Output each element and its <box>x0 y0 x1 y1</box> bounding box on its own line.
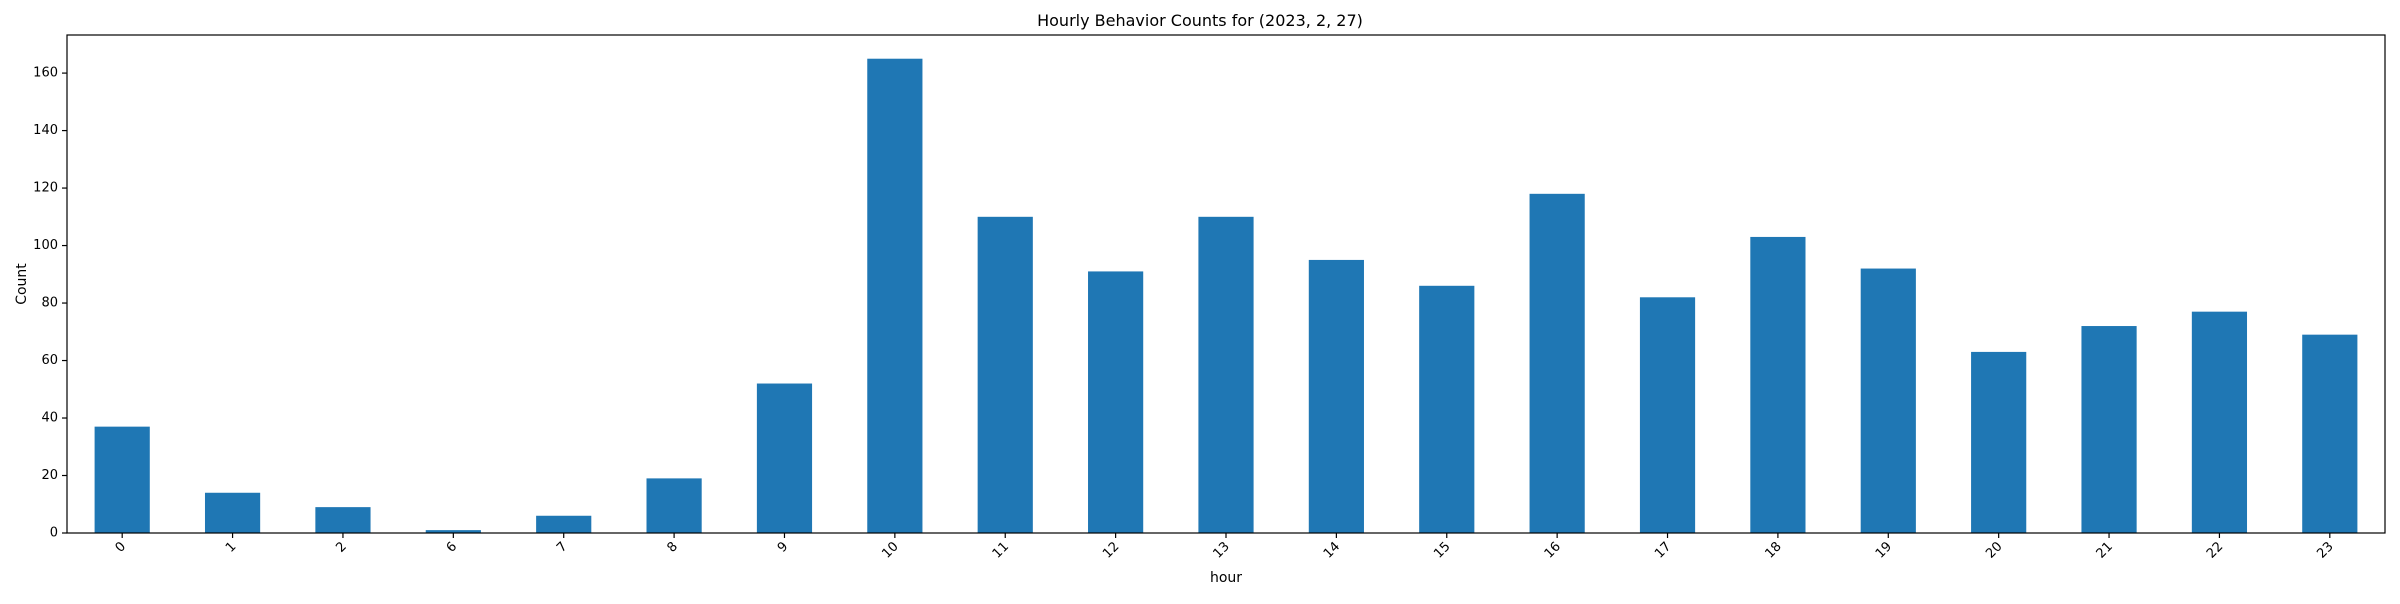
x-tick-label: 7 <box>554 539 570 555</box>
y-tick-label: 40 <box>41 411 58 426</box>
y-tick-label: 80 <box>41 296 58 311</box>
bars-group <box>94 58 2358 534</box>
x-tick-label: 8 <box>664 539 680 555</box>
bar-hour-12 <box>1088 271 1144 533</box>
bar-hour-23 <box>2302 334 2358 533</box>
x-tick-label: 11 <box>990 539 1012 561</box>
y-tick-label: 0 <box>50 526 58 541</box>
plot-frame <box>66 34 2386 534</box>
y-tick-label: 20 <box>41 468 58 483</box>
x-tick-label: 10 <box>879 539 901 561</box>
x-tick-label: 13 <box>1211 539 1233 561</box>
bar-hour-11 <box>977 216 1033 534</box>
x-tick-label: 1 <box>223 539 239 555</box>
bar-hour-15 <box>1419 285 1475 533</box>
x-tick-label: 2 <box>333 539 349 555</box>
bar-hour-1 <box>204 492 261 533</box>
y-tick-label: 120 <box>33 181 58 196</box>
y-ticks-group: 0 20 40 60 80 100 120 140 160 <box>33 66 67 541</box>
x-tick-label: 12 <box>1100 539 1122 561</box>
x-tick-label: 16 <box>1542 539 1564 561</box>
y-tick-label: 60 <box>41 353 58 368</box>
x-tick-label: 18 <box>1762 539 1784 561</box>
bar-hour-22 <box>2191 311 2248 533</box>
bar-hour-6 <box>425 530 481 533</box>
bar-hour-2 <box>315 507 371 533</box>
x-tick-label: 20 <box>1983 539 2005 561</box>
bar-hour-0 <box>94 426 150 533</box>
x-tick-label: 6 <box>444 539 460 555</box>
x-tick-label: 9 <box>775 539 791 555</box>
bar-hour-20 <box>1971 351 2027 533</box>
y-axis-label: Count <box>14 263 30 305</box>
bar-hour-14 <box>1308 259 1364 533</box>
bar-hour-13 <box>1198 216 1254 534</box>
bar-hour-21 <box>2081 326 2137 533</box>
y-tick-label: 160 <box>33 66 58 81</box>
bar-hour-16 <box>1529 193 1585 534</box>
bar-hour-17 <box>1639 297 1696 533</box>
x-tick-label: 15 <box>1431 539 1453 561</box>
chart-title: Hourly Behavior Counts for (2023, 2, 27) <box>1037 11 1363 30</box>
x-tick-label: 17 <box>1652 539 1674 561</box>
bar-hour-8 <box>646 478 702 533</box>
x-tick-label: 21 <box>2094 539 2116 561</box>
x-ticks-group: 0 1 2 6 7 8 9 10 11 12 13 14 15 16 17 18 19 20 21 22 23 <box>113 533 2337 562</box>
x-tick-label: 22 <box>2204 539 2226 561</box>
x-tick-label: 14 <box>1321 539 1343 561</box>
y-tick-label: 100 <box>33 238 58 253</box>
bar-hour-7 <box>536 515 592 533</box>
bar-hour-9 <box>756 383 813 533</box>
bar-hour-10 <box>867 58 923 533</box>
x-tick-label: 0 <box>113 539 129 555</box>
x-axis-label: hour <box>1210 570 1242 586</box>
y-tick-label: 140 <box>33 123 58 138</box>
x-tick-label: 19 <box>1873 539 1895 561</box>
bar-hour-18 <box>1750 236 1806 534</box>
x-tick-label: 23 <box>2314 539 2336 561</box>
bar-hour-19 <box>1860 268 1916 533</box>
